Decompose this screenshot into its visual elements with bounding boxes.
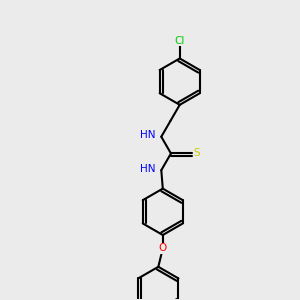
Text: Cl: Cl (175, 36, 185, 46)
Text: O: O (159, 243, 167, 254)
Text: HN: HN (140, 130, 156, 140)
Text: HN: HN (140, 164, 156, 174)
Text: S: S (194, 148, 200, 158)
